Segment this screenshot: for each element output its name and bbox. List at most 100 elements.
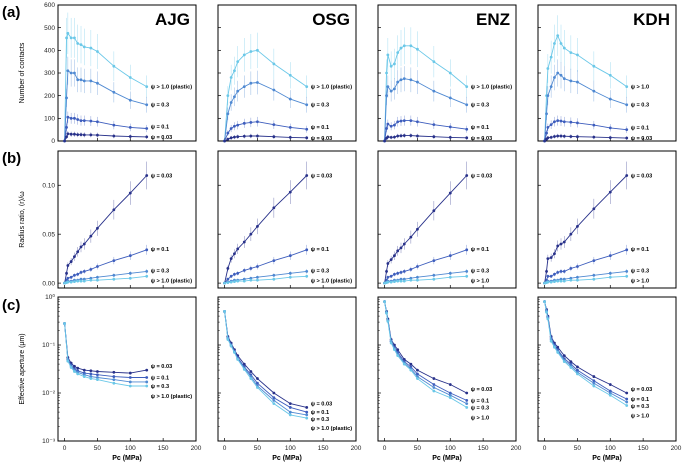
data-point	[272, 206, 276, 210]
data-point	[396, 271, 400, 275]
data-point	[416, 227, 419, 231]
data-point	[448, 254, 452, 258]
data-point	[65, 126, 68, 129]
data-point	[549, 123, 553, 127]
data-point	[288, 126, 292, 129]
data-point	[305, 416, 309, 420]
data-point	[112, 134, 116, 138]
data-point	[66, 115, 70, 119]
data-point	[409, 78, 413, 82]
panel-title-ajg: AJG	[155, 10, 190, 29]
data-point	[556, 279, 560, 283]
data-point	[386, 275, 390, 279]
data-point	[145, 380, 149, 384]
y-tick-label: 500	[44, 25, 55, 32]
data-point	[256, 224, 259, 228]
data-point	[562, 354, 566, 358]
data-point	[145, 127, 149, 130]
data-point	[549, 135, 553, 139]
data-point	[288, 73, 292, 77]
data-point	[305, 103, 309, 107]
data-point	[112, 277, 116, 281]
data-point	[233, 135, 236, 139]
data-point	[402, 77, 406, 81]
series-label: ψ = 0.3	[151, 384, 169, 390]
series-label: ψ = 0.1	[311, 125, 329, 131]
data-point	[229, 280, 233, 284]
data-point	[76, 118, 80, 121]
data-point	[592, 207, 596, 211]
data-point	[416, 265, 419, 268]
series-label: ψ > 1.0 (plastic)	[311, 426, 353, 432]
y-tick-label: 600	[44, 2, 55, 9]
data-point	[79, 245, 83, 249]
data-point	[229, 274, 233, 278]
series-label: ψ > 1.0	[631, 413, 649, 419]
data-point	[128, 276, 132, 280]
y-tick-label: 100	[44, 116, 55, 123]
data-point	[553, 252, 556, 256]
data-point	[256, 377, 259, 380]
data-point	[448, 396, 452, 400]
data-point	[432, 209, 436, 213]
data-point	[226, 112, 230, 116]
x-tick-label: 150	[158, 445, 169, 452]
data-point	[553, 76, 556, 79]
data-point	[465, 136, 469, 140]
data-point	[305, 248, 309, 252]
data-point	[549, 85, 553, 88]
data-point	[145, 368, 149, 372]
panel-a-osg: OSG ψ > 1.0 (plastic) ψ = 0.3 ψ = 0.1 ψ = 0.…	[217, 4, 357, 143]
data-point	[625, 174, 629, 177]
data-point	[625, 103, 629, 107]
data-point	[73, 255, 76, 259]
data-point	[305, 269, 309, 273]
data-point	[625, 400, 629, 404]
data-point	[396, 80, 400, 84]
x-tick-label: 0	[223, 445, 227, 452]
data-point	[272, 62, 276, 66]
x-tick-label: 200	[191, 445, 202, 452]
data-point	[236, 358, 240, 361]
data-point	[76, 42, 80, 45]
data-point	[399, 246, 403, 250]
data-point	[69, 132, 73, 136]
data-point	[608, 254, 612, 258]
data-point	[76, 366, 80, 370]
data-point	[393, 348, 396, 352]
data-point	[96, 275, 99, 279]
data-point	[393, 87, 396, 91]
data-point	[553, 42, 556, 45]
data-point	[559, 269, 563, 273]
series-label: ψ = 0.3	[471, 406, 489, 412]
data-point	[576, 121, 579, 125]
data-point	[233, 272, 236, 276]
data-point	[608, 383, 612, 386]
x-tick-label: 150	[478, 445, 489, 452]
data-point	[76, 279, 80, 283]
panel-c-kdh: 0 50 100 150 200 ψ = 0.03 ψ = 0.1ψ = 0.3 ψ > 1.…	[537, 296, 682, 462]
data-point	[546, 274, 550, 278]
data-point	[65, 271, 68, 275]
series-label: ψ = 0.1	[631, 126, 649, 132]
data-point	[112, 64, 116, 68]
data-point	[96, 378, 99, 382]
data-point	[562, 269, 566, 273]
data-point	[608, 391, 612, 395]
data-point	[226, 281, 230, 285]
data-point	[89, 119, 93, 123]
data-point	[576, 368, 579, 372]
data-point	[465, 402, 469, 406]
data-point	[249, 134, 253, 138]
x-tick-label: 200	[671, 445, 682, 452]
series-label: ψ = 0.03	[631, 173, 652, 179]
data-point	[69, 260, 73, 263]
data-point	[112, 381, 116, 385]
data-point	[432, 386, 436, 389]
data-point	[625, 274, 629, 278]
series-label: ψ > 1.0 (plastic)	[311, 278, 353, 284]
data-point	[562, 279, 566, 283]
data-point	[242, 277, 246, 281]
data-point	[66, 359, 70, 363]
data-point	[82, 277, 86, 281]
